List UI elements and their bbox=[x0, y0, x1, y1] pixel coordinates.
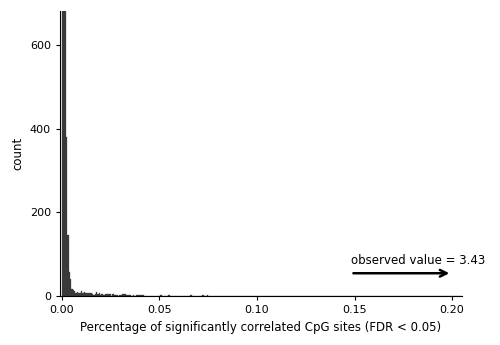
Bar bbox=[88, 293, 89, 296]
Bar bbox=[114, 295, 115, 296]
Bar bbox=[110, 294, 111, 296]
Bar bbox=[160, 295, 162, 296]
Bar bbox=[103, 295, 104, 296]
X-axis label: Percentage of significantly correlated CpG sites (FDR < 0.05): Percentage of significantly correlated C… bbox=[80, 321, 442, 334]
Text: observed value = 3.43: observed value = 3.43 bbox=[350, 254, 485, 267]
Bar bbox=[77, 292, 78, 296]
Bar bbox=[138, 295, 140, 296]
Bar bbox=[128, 295, 130, 296]
Bar bbox=[102, 294, 103, 296]
Bar bbox=[62, 0, 63, 296]
Bar bbox=[122, 294, 123, 296]
Bar bbox=[123, 294, 124, 296]
Bar bbox=[78, 293, 80, 296]
Bar bbox=[74, 291, 76, 296]
Bar bbox=[84, 292, 85, 296]
Bar bbox=[94, 294, 96, 296]
Bar bbox=[96, 292, 98, 296]
Bar bbox=[64, 0, 66, 296]
Bar bbox=[119, 295, 120, 296]
Bar bbox=[126, 295, 128, 296]
Bar bbox=[107, 294, 108, 296]
Bar bbox=[80, 293, 81, 296]
Bar bbox=[81, 291, 82, 296]
Bar bbox=[67, 236, 68, 296]
Bar bbox=[108, 294, 110, 296]
Bar bbox=[202, 295, 204, 296]
Bar bbox=[76, 293, 77, 296]
Bar bbox=[92, 294, 93, 296]
Bar bbox=[137, 295, 138, 296]
Bar bbox=[136, 295, 137, 296]
Bar bbox=[100, 295, 102, 296]
Bar bbox=[90, 293, 92, 296]
Y-axis label: count: count bbox=[11, 137, 24, 170]
Bar bbox=[82, 293, 84, 296]
Bar bbox=[206, 295, 208, 296]
Bar bbox=[72, 290, 74, 296]
Bar bbox=[63, 0, 64, 296]
Bar bbox=[93, 295, 94, 296]
Bar bbox=[130, 295, 132, 296]
Bar bbox=[68, 272, 70, 296]
Bar bbox=[89, 293, 90, 296]
Bar bbox=[66, 137, 67, 296]
Bar bbox=[133, 295, 134, 296]
Bar bbox=[104, 295, 106, 296]
Bar bbox=[85, 293, 86, 296]
Bar bbox=[142, 295, 144, 296]
Bar bbox=[120, 295, 122, 296]
Bar bbox=[86, 293, 88, 296]
Bar bbox=[140, 295, 141, 296]
Bar bbox=[190, 295, 192, 296]
Bar bbox=[124, 294, 126, 296]
Bar bbox=[141, 295, 142, 296]
Bar bbox=[70, 279, 71, 296]
Bar bbox=[116, 295, 118, 296]
Bar bbox=[168, 295, 170, 296]
Bar bbox=[115, 295, 116, 296]
Bar bbox=[106, 294, 107, 296]
Bar bbox=[98, 293, 100, 296]
Bar bbox=[112, 294, 114, 296]
